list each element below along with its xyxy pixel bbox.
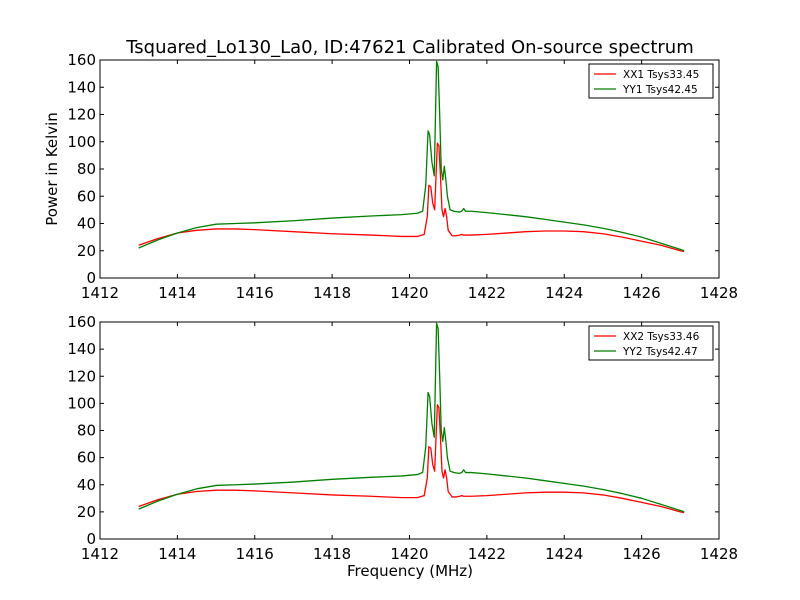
y-tick-label: 100 (67, 394, 96, 412)
x-tick-label: 1420 (390, 545, 428, 563)
series-line (138, 142, 685, 253)
y-tick-label: 60 (77, 449, 96, 467)
chart-title: Tsquared_Lo130_La0, ID:47621 Calibrated … (125, 37, 694, 58)
y-tick-label: 80 (77, 160, 96, 178)
y-tick-label: 40 (77, 476, 96, 494)
series-line (138, 322, 685, 513)
legend-entry: XX2 Tsys33.46 (623, 331, 700, 343)
y-axis-label: Power in Kelvin (43, 112, 61, 226)
y-tick-label: 140 (67, 340, 96, 358)
y-tick-label: 20 (77, 242, 96, 260)
y-tick-label: 140 (67, 78, 96, 96)
x-tick-label: 1414 (158, 284, 196, 302)
x-tick-label: 1424 (545, 545, 583, 563)
y-tick-label: 160 (67, 313, 96, 331)
x-tick-label: 1422 (468, 545, 506, 563)
x-tick-label: 1426 (623, 545, 661, 563)
y-tick-label: 0 (86, 269, 96, 287)
series-line (138, 404, 685, 514)
y-tick-label: 40 (77, 215, 96, 233)
x-tick-label: 1412 (81, 545, 119, 563)
series-line (138, 60, 685, 252)
x-tick-label: 1420 (390, 284, 428, 302)
x-tick-label: 1416 (236, 545, 274, 563)
x-tick-label: 1416 (236, 284, 274, 302)
x-tick-label: 1426 (623, 284, 661, 302)
y-tick-label: 20 (77, 503, 96, 521)
x-tick-label: 1428 (700, 284, 738, 302)
x-tick-label: 1418 (313, 545, 351, 563)
bottom-spectrum-panel: 1412 1414 1416 1418 1420 1422 1424 1426 1428 0 20 4… (67, 313, 738, 563)
legend-entry: YY2 Tsys42.47 (622, 346, 698, 358)
y-tick-label: 0 (86, 530, 96, 548)
legend: XX1 Tsys33.45 YY1 Tsys42.45 (588, 63, 714, 99)
x-tick-label: 1422 (468, 284, 506, 302)
x-tick-label: 1424 (545, 284, 583, 302)
legend: XX2 Tsys33.46 YY2 Tsys42.47 (588, 325, 714, 361)
x-tick-label: 1412 (81, 284, 119, 302)
y-tick-label: 120 (67, 367, 96, 385)
x-axis-label: Frequency (MHz) (347, 562, 473, 580)
y-tick-label: 80 (77, 422, 96, 440)
legend-entry: YY1 Tsys42.45 (622, 84, 698, 96)
y-tick-label: 120 (67, 106, 96, 124)
x-tick-label: 1428 (700, 545, 738, 563)
x-tick-label: 1418 (313, 284, 351, 302)
legend-entry: XX1 Tsys33.45 (623, 69, 699, 81)
y-tick-label: 160 (67, 51, 96, 69)
y-tick-label: 60 (77, 187, 96, 205)
y-tick-label: 100 (67, 133, 96, 151)
legend-box (588, 325, 714, 361)
legend-box (588, 63, 714, 99)
top-spectrum-panel: 1412 1414 1416 1418 1420 1422 1424 1426 1428 0 20 4… (67, 51, 738, 302)
x-tick-label: 1414 (158, 545, 196, 563)
